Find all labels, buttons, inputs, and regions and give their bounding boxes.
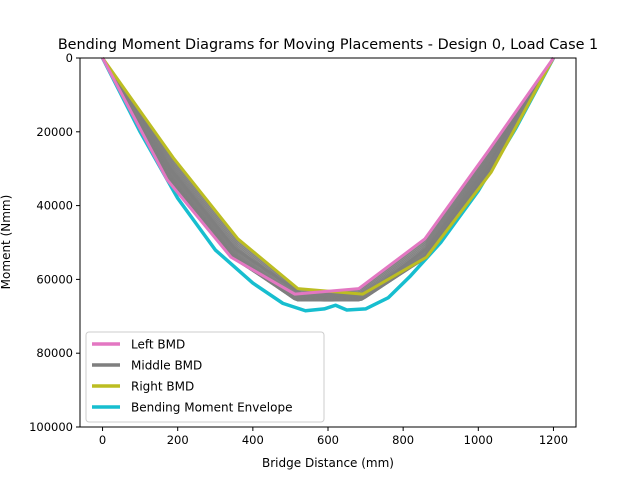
chart-title: Bending Moment Diagrams for Moving Place… [58,37,598,53]
y-tick-label: 0 [66,51,73,65]
y-tick-label: 40000 [36,199,73,213]
x-axis-ticks: 0 200 400 600 800 1000 1200 [99,427,568,447]
x-tick-label: 200 [167,433,189,447]
legend: Left BMD Middle BMD Right BMD Bending Momen… [85,331,325,423]
x-axis-label: Bridge Distance (mm) [262,456,394,470]
legend-box [85,331,325,423]
x-tick-label: 600 [317,433,339,447]
y-tick-label: 100000 [29,420,73,434]
y-tick-label: 80000 [36,346,73,360]
series-left-bmd [101,57,555,296]
legend-label: Right BMD [131,380,194,394]
x-tick-label: 1200 [539,433,568,447]
x-tick-label: 400 [242,433,264,447]
series-layer [100,57,555,313]
legend-label: Bending Moment Envelope [131,401,292,415]
x-tick-label: 800 [392,433,414,447]
y-tick-label: 60000 [36,272,73,286]
series-bending-moment-envelope [100,57,555,313]
x-tick-label: 0 [99,433,106,447]
legend-label: Middle BMD [131,359,202,373]
y-axis-ticks: 0 20000 40000 60000 80000 100000 [29,51,80,434]
y-axis-label: Moment (Nmm) [0,195,13,290]
legend-label: Left BMD [131,338,185,352]
x-tick-label: 1000 [464,433,493,447]
y-tick-label: 20000 [36,125,73,139]
series-middle-bmd [101,57,555,298]
